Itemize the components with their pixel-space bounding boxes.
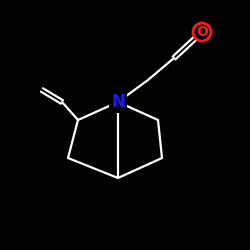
Text: N: N: [111, 93, 125, 111]
Text: O: O: [196, 25, 208, 39]
